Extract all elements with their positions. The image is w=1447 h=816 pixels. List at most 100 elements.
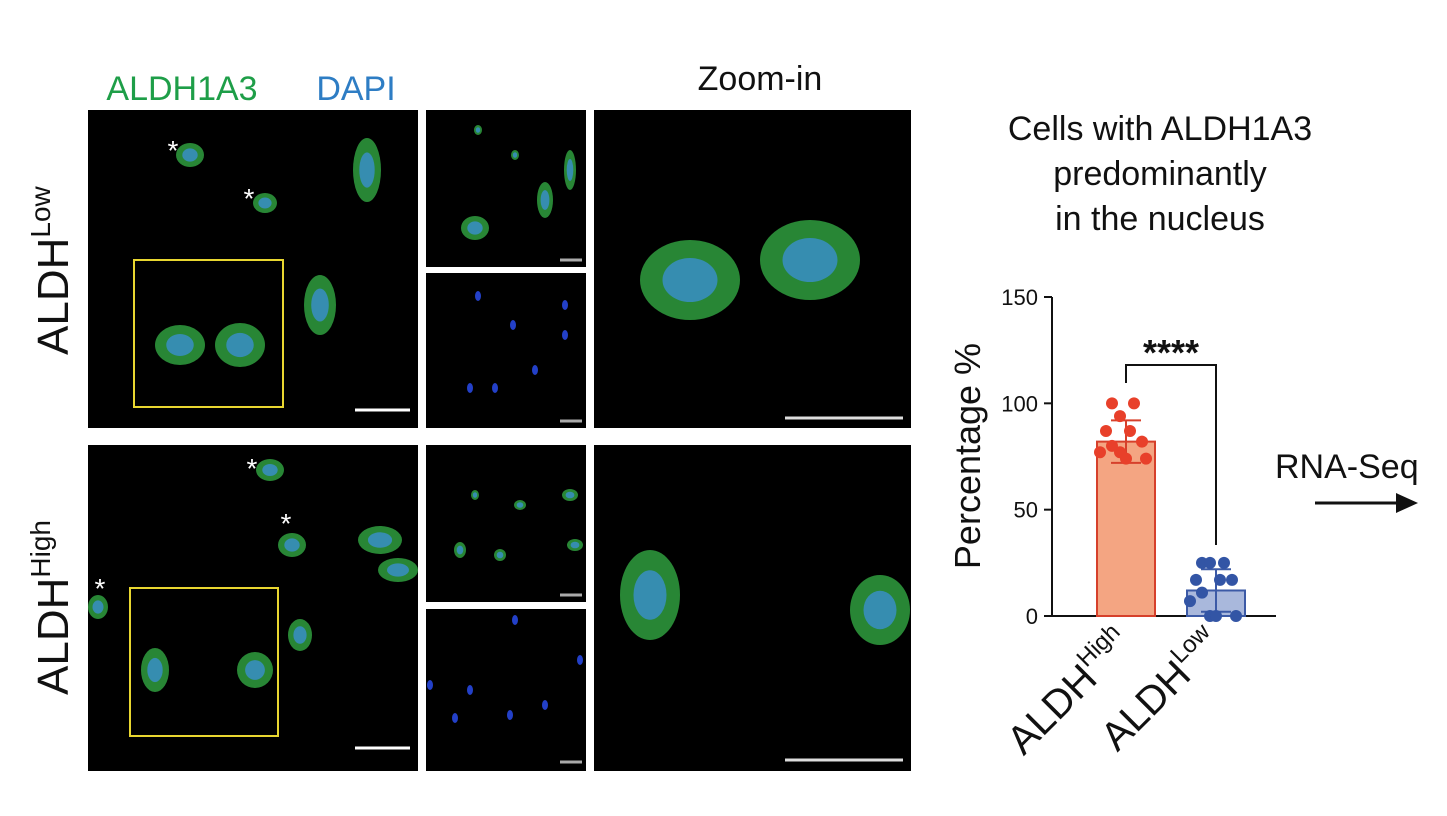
row-label: ALDHLow xyxy=(25,185,78,355)
dapi-nucleus xyxy=(510,320,516,330)
nucleus xyxy=(258,197,272,209)
data-point xyxy=(1114,410,1126,423)
nucleus xyxy=(245,660,265,680)
nucleus xyxy=(782,238,838,282)
nucleus xyxy=(293,626,307,644)
dapi-nucleus xyxy=(532,365,538,375)
scale-bars xyxy=(355,258,903,764)
dapi-nucleus xyxy=(507,710,513,720)
dapi-nucleus xyxy=(562,330,568,340)
data-point xyxy=(1210,610,1222,622)
nucleus xyxy=(570,541,580,549)
data-point xyxy=(1136,435,1148,448)
dapi-nucleus xyxy=(467,383,473,393)
nucleus xyxy=(496,551,504,559)
nucleus xyxy=(863,590,897,630)
y-tick-label: 0 xyxy=(1026,604,1038,629)
zoom-label: Zoom-in xyxy=(698,60,823,98)
row-label-text: ALDH xyxy=(29,578,78,695)
image xyxy=(426,110,586,267)
dapi-nucleus xyxy=(452,713,458,723)
asterisk: * xyxy=(95,573,106,604)
nucleus xyxy=(92,600,104,614)
row-label-text: ALDH xyxy=(29,238,78,355)
asterisk: * xyxy=(247,453,258,484)
micrographs xyxy=(88,110,911,771)
nucleus xyxy=(262,463,278,477)
image xyxy=(426,445,586,602)
y-tick-label: 150 xyxy=(1001,285,1038,310)
nucleus xyxy=(147,657,163,683)
nucleus xyxy=(284,538,300,552)
nucleus xyxy=(472,492,478,498)
image xyxy=(88,445,418,771)
data-point xyxy=(1124,424,1136,437)
arrow-head xyxy=(1396,493,1418,513)
nucleus xyxy=(566,159,574,181)
y-tick-label: 50 xyxy=(1014,498,1038,523)
chart-title: predominantly xyxy=(1053,155,1267,193)
nucleus xyxy=(565,491,575,499)
data-point xyxy=(1106,397,1118,410)
significance-bracket xyxy=(1125,364,1217,545)
data-point xyxy=(1196,586,1208,599)
image xyxy=(426,609,586,771)
dapi-nucleus xyxy=(492,383,498,393)
dapi-nucleus xyxy=(467,685,473,695)
y-axis-label: Percentage % xyxy=(947,343,988,569)
nucleus xyxy=(540,190,550,210)
data-point xyxy=(1190,573,1202,586)
nucleus xyxy=(662,258,718,302)
data-point xyxy=(1226,573,1238,586)
data-point xyxy=(1120,452,1132,465)
bar xyxy=(1096,440,1156,618)
nucleus xyxy=(226,332,254,358)
nucleus xyxy=(387,563,409,577)
nucleus xyxy=(367,532,393,548)
annotation: RNA-Seq xyxy=(1275,448,1419,486)
dapi-nucleus xyxy=(427,680,433,690)
channel-label: DAPI xyxy=(316,70,395,108)
dapi-nucleus xyxy=(577,655,583,665)
asterisk: * xyxy=(281,508,292,539)
nucleus xyxy=(166,334,194,356)
row-label-sup: High xyxy=(25,520,56,578)
row-label-sup: Low xyxy=(25,185,56,237)
asterisk: * xyxy=(168,135,179,166)
nucleus xyxy=(475,127,481,133)
data-point xyxy=(1106,439,1118,452)
y-tick-label: 100 xyxy=(1001,391,1038,416)
data-point xyxy=(1214,573,1226,586)
dapi-nucleus xyxy=(562,300,568,310)
data-point xyxy=(1128,397,1140,410)
roi-box xyxy=(129,587,279,737)
nucleus xyxy=(512,152,518,158)
significance-label: **** xyxy=(1143,332,1199,373)
data-point xyxy=(1204,556,1216,569)
chart-title: Cells with ALDH1A3 xyxy=(1008,110,1312,148)
dapi-nucleus xyxy=(542,700,548,710)
nucleus xyxy=(456,545,464,555)
nucleus xyxy=(467,221,483,235)
data-point xyxy=(1100,424,1112,437)
data-point xyxy=(1140,452,1152,465)
nucleus xyxy=(311,288,329,322)
dapi-nucleus xyxy=(475,291,481,301)
data-point xyxy=(1218,556,1230,569)
asterisk: * xyxy=(244,183,255,214)
data-point xyxy=(1094,446,1106,459)
channel-label: ALDH1A3 xyxy=(106,70,257,108)
nucleus xyxy=(633,570,667,620)
nucleus xyxy=(516,502,524,508)
nucleus xyxy=(359,152,375,188)
data-point xyxy=(1184,595,1196,608)
row-label: ALDHHigh xyxy=(25,520,78,695)
dapi-nucleus xyxy=(512,615,518,625)
roi-box xyxy=(133,259,284,408)
chart-title: in the nucleus xyxy=(1055,200,1265,238)
image xyxy=(594,110,911,428)
image xyxy=(426,273,586,428)
data-point xyxy=(1230,610,1242,622)
nucleus xyxy=(182,148,198,162)
